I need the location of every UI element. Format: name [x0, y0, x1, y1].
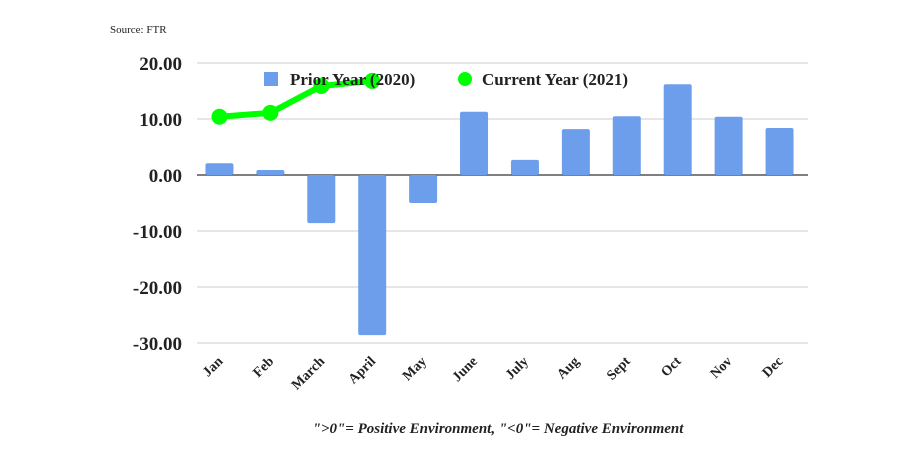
current-year-point	[364, 72, 381, 89]
x-tick-label: Jan	[200, 354, 226, 380]
legend-label-current-year: Current Year (2021)	[482, 70, 628, 89]
bar-dec	[765, 127, 794, 175]
y-tick-label: 10.00	[139, 110, 182, 131]
bar-may	[409, 175, 438, 203]
y-tick-label: 20.00	[139, 54, 182, 75]
bar-july	[510, 159, 539, 175]
legend-swatch-prior-year	[264, 72, 278, 86]
current-year-point	[262, 104, 279, 121]
source-label: Source: FTR	[110, 24, 167, 36]
bar-april	[358, 175, 387, 336]
y-tick-label: -30.00	[133, 334, 182, 355]
x-tick-label: Dec	[760, 354, 787, 381]
x-tick-label: Feb	[251, 354, 278, 381]
x-tick-label: July	[503, 354, 532, 383]
x-tick-label: May	[400, 354, 430, 384]
bar-march	[307, 175, 336, 224]
current-year-point	[313, 77, 330, 94]
legend-swatch-current-year	[458, 72, 472, 86]
x-tick-label: March	[289, 354, 328, 393]
bar-oct	[663, 84, 692, 175]
y-tick-label: -20.00	[133, 278, 182, 299]
x-tick-label: Sept	[604, 354, 634, 384]
bar-nov	[714, 116, 743, 175]
x-tick-label: Oct	[659, 354, 685, 380]
legend-label-prior-year: Prior Year (2020)	[290, 70, 415, 89]
bar-sept	[612, 116, 641, 175]
current-year-point	[211, 108, 228, 125]
bar-feb	[256, 169, 285, 175]
x-tick-label: Aug	[554, 354, 582, 382]
y-tick-label: -10.00	[133, 222, 182, 243]
bar-june	[460, 111, 489, 175]
footnote: ">0"= Positive Environment, "<0"= Negati…	[313, 421, 685, 437]
y-tick-label: 0.00	[149, 166, 182, 187]
x-tick-label: April	[346, 354, 379, 387]
bar-aug	[561, 129, 590, 175]
x-tick-label: Nov	[708, 354, 736, 382]
legend: Prior Year (2020) Current Year (2021)	[264, 70, 628, 89]
bar-jan	[205, 163, 234, 175]
x-tick-label: June	[450, 354, 481, 385]
current-year-line	[219, 77, 373, 120]
